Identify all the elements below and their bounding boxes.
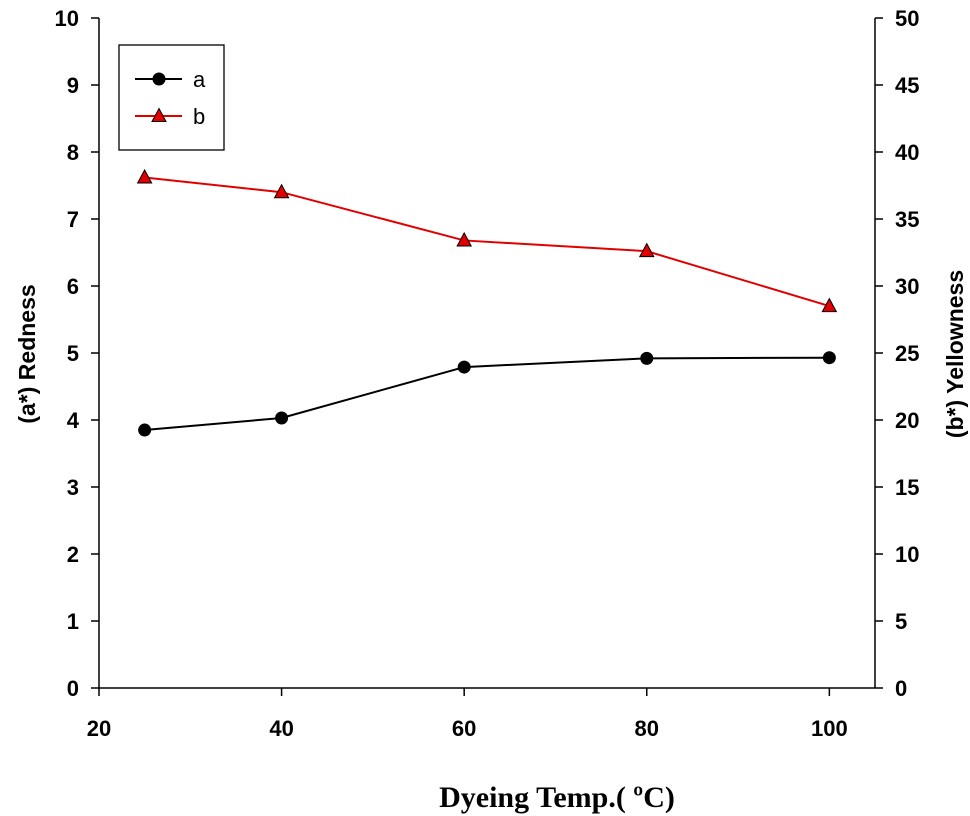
y-tick-label-right: 20 — [895, 408, 919, 433]
y-tick-label-left: 5 — [67, 341, 79, 366]
point-a — [822, 351, 836, 365]
legend-marker-a — [152, 72, 166, 86]
y-tick-label-left: 0 — [67, 676, 79, 701]
series-line-b — [144, 176, 830, 308]
point-b — [273, 183, 290, 199]
legend-marker-b — [151, 107, 167, 122]
y-tick-label-left: 6 — [67, 274, 79, 299]
y-tick-label-left: 1 — [67, 609, 79, 634]
y-tick-label-right: 35 — [895, 207, 919, 232]
y-tick-label-left: 3 — [67, 475, 79, 500]
y-tick-label-right: 15 — [895, 475, 919, 500]
y-tick-label-right: 10 — [895, 542, 919, 567]
y-tick-label-left: 4 — [67, 408, 80, 433]
y-tick-label-right: 50 — [895, 6, 919, 31]
x-tick-label: 20 — [87, 716, 111, 741]
y-tick-label-left: 2 — [67, 542, 79, 567]
legend-label-b: b — [193, 104, 205, 129]
point-a — [640, 351, 654, 365]
point-a — [275, 411, 289, 425]
point-b — [638, 242, 655, 258]
y-tick-label-left: 7 — [67, 207, 79, 232]
x-tick-label: 40 — [269, 716, 293, 741]
point-b — [136, 168, 153, 184]
x-tick-label: 80 — [635, 716, 659, 741]
y-axis-title-right: (b*) Yellowness — [942, 270, 968, 438]
y-tick-label-left: 10 — [55, 6, 79, 31]
point-a — [457, 360, 471, 374]
x-tick-label: 100 — [811, 716, 848, 741]
y-tick-label-left: 8 — [67, 140, 79, 165]
y-tick-label-right: 45 — [895, 73, 919, 98]
series-line-a — [144, 356, 830, 432]
y-tick-label-right: 40 — [895, 140, 919, 165]
y-axis-title-left: (a*) Redness — [14, 284, 40, 423]
point-a — [138, 423, 152, 437]
y-tick-label-right: 25 — [895, 341, 919, 366]
legend: a b — [118, 44, 225, 151]
x-axis-title: Dyeing Temp.( ºC) — [439, 781, 675, 814]
point-b — [456, 231, 473, 247]
y-tick-label-left: 9 — [67, 73, 79, 98]
y-tick-label-right: 30 — [895, 274, 919, 299]
legend-box — [118, 44, 225, 151]
point-b — [821, 297, 838, 313]
legend-label-a: a — [193, 67, 206, 92]
series-layer — [136, 168, 838, 437]
y-tick-label-right: 5 — [895, 609, 907, 634]
y-tick-label-right: 0 — [895, 676, 907, 701]
x-tick-label: 60 — [452, 716, 476, 741]
